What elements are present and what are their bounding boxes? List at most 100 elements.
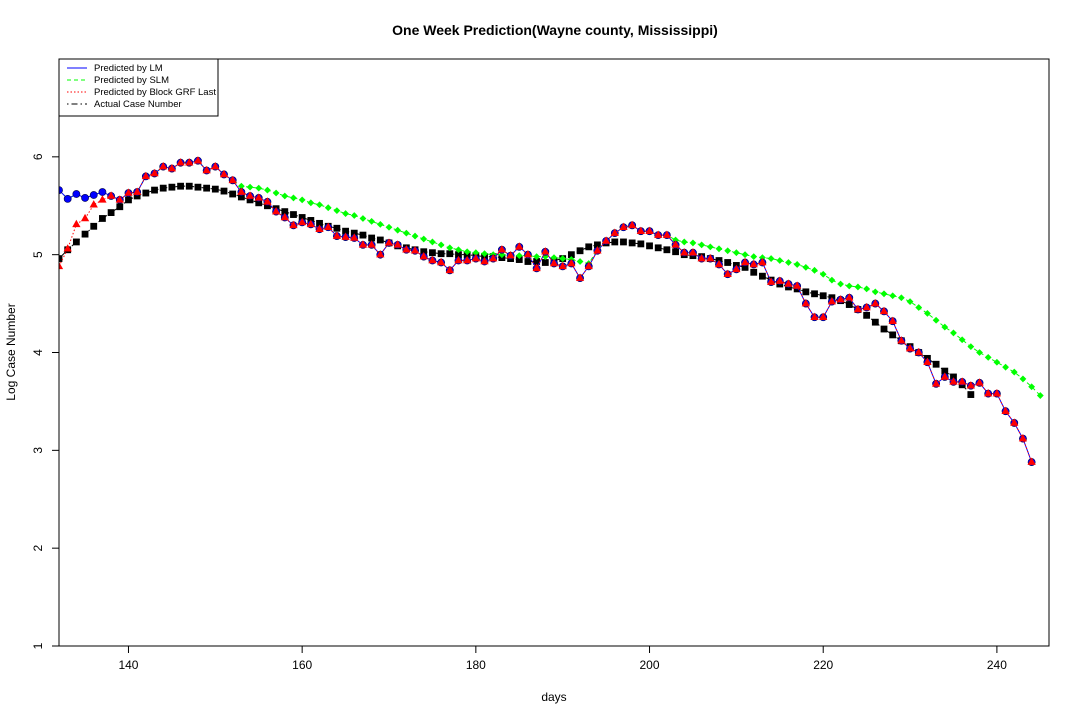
point-predicted-by-block-grf-last — [706, 253, 715, 262]
point-actual-case-number — [264, 202, 271, 210]
point-predicted-by-block-grf-last — [558, 261, 567, 270]
point-predicted-by-block-grf-last — [549, 258, 559, 267]
point-predicted-by-slm — [1036, 392, 1044, 399]
point-predicted-by-slm — [976, 349, 983, 356]
point-predicted-by-slm — [472, 249, 480, 257]
point-predicted-by-block-grf-last — [115, 195, 124, 203]
point-predicted-by-slm — [741, 251, 749, 259]
point-predicted-by-slm — [481, 250, 488, 258]
series-predicted-by-block-grf-last — [59, 156, 1036, 465]
point-predicted-by-block-grf-last — [714, 259, 724, 268]
point-predicted-by-block-grf-last — [610, 228, 619, 236]
point-actual-case-number — [298, 214, 306, 221]
point-actual-case-number — [585, 243, 593, 251]
point-predicted-by-block-grf-last — [454, 255, 463, 264]
point-predicted-by-block-grf-last — [688, 248, 698, 256]
point-predicted-by-slm — [429, 238, 436, 246]
point-actual-case-number — [672, 248, 679, 256]
point-actual-case-number — [211, 185, 219, 193]
point-predicted-by-block-grf-last — [975, 378, 984, 386]
point-predicted-by-block-grf-last — [185, 158, 194, 166]
point-predicted-by-lm — [72, 190, 81, 198]
point-predicted-by-block-grf-last — [480, 256, 489, 265]
y-tick-label: 4 — [31, 349, 45, 356]
point-predicted-by-block-grf-last — [176, 158, 185, 166]
point-predicted-by-block-grf-last — [315, 224, 324, 232]
point-predicted-by-slm — [802, 263, 810, 271]
point-predicted-by-block-grf-last — [245, 191, 255, 199]
point-predicted-by-lm — [89, 191, 98, 199]
point-predicted-by-slm — [533, 253, 541, 261]
point-predicted-by-block-grf-last — [897, 336, 906, 344]
point-actual-case-number — [637, 240, 645, 248]
point-actual-case-number — [515, 256, 523, 263]
y-tick-label: 1 — [31, 642, 45, 649]
point-actual-case-number — [541, 259, 549, 266]
point-predicted-by-slm — [463, 248, 471, 256]
point-predicted-by-block-grf-last — [680, 248, 689, 256]
point-predicted-by-block-grf-last — [914, 347, 923, 356]
point-predicted-by-slm — [837, 280, 844, 288]
point-predicted-by-slm — [984, 353, 992, 361]
x-axis: 140 160 180 200 220 240 — [118, 646, 1007, 672]
point-predicted-by-slm — [958, 336, 966, 344]
legend-item: Actual Case Number — [67, 99, 182, 110]
point-predicted-by-slm — [359, 215, 367, 222]
point-predicted-by-slm — [350, 212, 358, 219]
point-predicted-by-lm — [98, 188, 107, 196]
point-predicted-by-block-grf-last — [280, 212, 289, 221]
point-predicted-by-slm — [854, 283, 862, 291]
point-predicted-by-block-grf-last — [984, 388, 993, 397]
point-predicted-by-slm — [767, 255, 775, 262]
point-predicted-by-slm — [793, 261, 801, 268]
point-predicted-by-slm — [290, 194, 297, 202]
point-predicted-by-block-grf-last — [124, 188, 133, 196]
point-predicted-by-slm — [446, 244, 454, 252]
point-predicted-by-slm — [420, 235, 428, 243]
point-actual-case-number — [889, 331, 897, 339]
point-predicted-by-block-grf-last — [471, 253, 480, 262]
point-predicted-by-slm — [932, 316, 940, 324]
point-predicted-by-block-grf-last — [654, 230, 663, 238]
point-predicted-by-slm — [411, 232, 419, 240]
point-actual-case-number — [203, 184, 211, 192]
point-predicted-by-slm — [550, 254, 558, 262]
point-actual-case-number — [533, 258, 541, 265]
point-predicted-by-slm — [1019, 375, 1027, 383]
point-actual-case-number — [290, 211, 297, 218]
point-predicted-by-block-grf-last — [523, 250, 533, 258]
y-tick-label: 2 — [31, 545, 45, 552]
point-actual-case-number — [116, 203, 124, 211]
point-actual-case-number — [429, 249, 436, 257]
point-predicted-by-block-grf-last — [827, 297, 837, 305]
point-actual-case-number — [177, 182, 184, 190]
point-predicted-by-block-grf-last — [263, 197, 272, 205]
point-predicted-by-block-grf-last — [63, 244, 72, 252]
point-predicted-by-slm — [819, 270, 827, 278]
point-predicted-by-block-grf-last — [402, 245, 411, 253]
point-predicted-by-block-grf-last — [80, 213, 90, 222]
point-predicted-by-slm — [897, 294, 905, 302]
point-predicted-by-block-grf-last — [836, 295, 845, 303]
point-actual-case-number — [359, 231, 367, 239]
point-predicted-by-slm — [1010, 368, 1018, 376]
plot-area — [59, 156, 1044, 466]
point-actual-case-number — [759, 272, 766, 280]
point-predicted-by-slm — [376, 220, 384, 228]
point-predicted-by-block-grf-last — [106, 191, 116, 199]
point-actual-case-number — [802, 288, 810, 296]
point-actual-case-number — [316, 219, 323, 227]
point-predicted-by-block-grf-last — [202, 165, 211, 174]
point-actual-case-number — [185, 182, 193, 190]
series-actual-case-number — [59, 182, 975, 398]
point-predicted-by-block-grf-last — [167, 163, 177, 172]
point-predicted-by-block-grf-last — [888, 316, 897, 324]
point-predicted-by-block-grf-last — [306, 219, 315, 228]
point-predicted-by-slm — [845, 282, 853, 290]
legend-label: Predicted by LM — [94, 63, 163, 74]
point-predicted-by-block-grf-last — [419, 252, 428, 260]
point-predicted-by-block-grf-last — [59, 261, 64, 270]
point-predicted-by-block-grf-last — [593, 246, 602, 254]
point-predicted-by-block-grf-last — [324, 222, 333, 231]
